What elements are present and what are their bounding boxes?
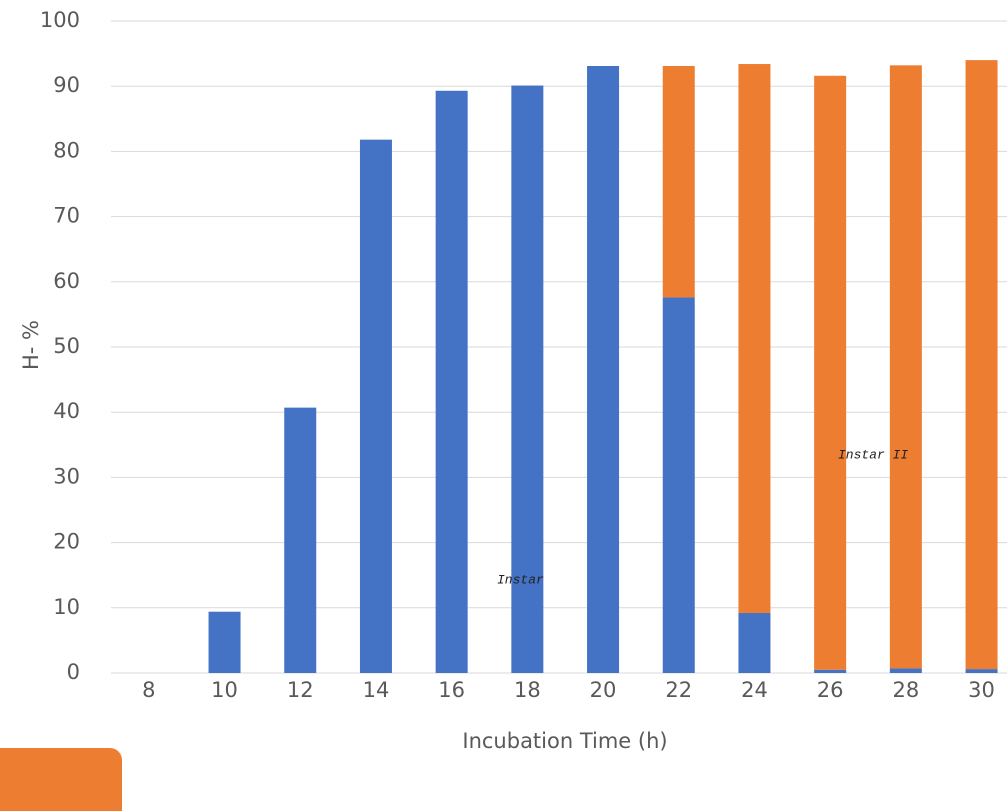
- y-tick-label: 50: [53, 334, 80, 358]
- x-tick-label: 12: [287, 678, 314, 702]
- y-tick-label: 70: [53, 204, 80, 228]
- bar-segment: [814, 669, 847, 673]
- bar-segment: [284, 407, 317, 673]
- bar-segment: [889, 668, 922, 673]
- bar-segment: [738, 613, 771, 673]
- bar-segment: [965, 669, 998, 673]
- bar-segment: [435, 90, 468, 674]
- annotation: Instar II: [838, 447, 908, 462]
- bar-segment: [965, 60, 998, 670]
- y-tick-label: 10: [53, 595, 80, 619]
- x-tick-label: 20: [590, 678, 617, 702]
- y-tick-label: 60: [53, 269, 80, 293]
- plot-area: 0 10 20 30 40 50 60 70 80 90 100 8 10 12 14 16 18 20 22 24 2…: [40, 8, 1007, 702]
- x-axis-title: Incubation Time (h): [462, 729, 667, 753]
- x-tick-label: 14: [363, 678, 390, 702]
- x-tick-label: 10: [211, 678, 238, 702]
- bar-segment: [587, 65, 620, 674]
- annotation: Instar: [497, 572, 544, 587]
- bar-segment: [814, 75, 847, 670]
- x-tick-label: 24: [741, 678, 768, 702]
- bar-segment: [511, 85, 544, 674]
- x-tick-label: 18: [514, 678, 541, 702]
- x-tick-label: 8: [142, 678, 155, 702]
- bar-segment: [738, 64, 771, 614]
- bar-segment: [359, 139, 392, 673]
- x-tick-label: 28: [892, 678, 919, 702]
- logo-badge: [0, 748, 122, 811]
- bar-segment: [662, 65, 695, 298]
- bar-segment: [889, 65, 922, 669]
- x-tick-label: 30: [968, 678, 995, 702]
- y-tick-label: 100: [40, 8, 80, 32]
- y-tick-label: 80: [53, 138, 80, 162]
- y-tick-label: 90: [53, 73, 80, 97]
- y-tick-label: 0: [67, 660, 80, 684]
- y-tick-label: 20: [53, 530, 80, 554]
- x-tick-label: 22: [665, 678, 692, 702]
- x-tick-label: 16: [438, 678, 465, 702]
- y-tick-label: 40: [53, 399, 80, 423]
- bar-segment: [208, 611, 241, 673]
- bar-segment: [662, 297, 695, 673]
- y-tick-label: 30: [53, 464, 80, 488]
- y-axis-title: H- %: [19, 320, 43, 370]
- x-tick-label: 26: [817, 678, 844, 702]
